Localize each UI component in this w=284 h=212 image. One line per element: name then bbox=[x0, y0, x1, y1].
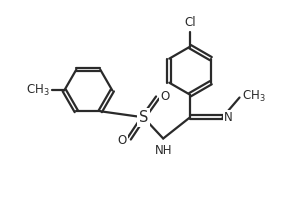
Text: N: N bbox=[224, 111, 233, 124]
Text: Cl: Cl bbox=[184, 16, 196, 29]
Text: O: O bbox=[117, 134, 126, 147]
Text: CH$_3$: CH$_3$ bbox=[26, 83, 50, 98]
Text: NH: NH bbox=[154, 144, 172, 157]
Text: S: S bbox=[139, 110, 148, 125]
Text: CH$_3$: CH$_3$ bbox=[242, 89, 266, 104]
Text: O: O bbox=[160, 90, 170, 103]
